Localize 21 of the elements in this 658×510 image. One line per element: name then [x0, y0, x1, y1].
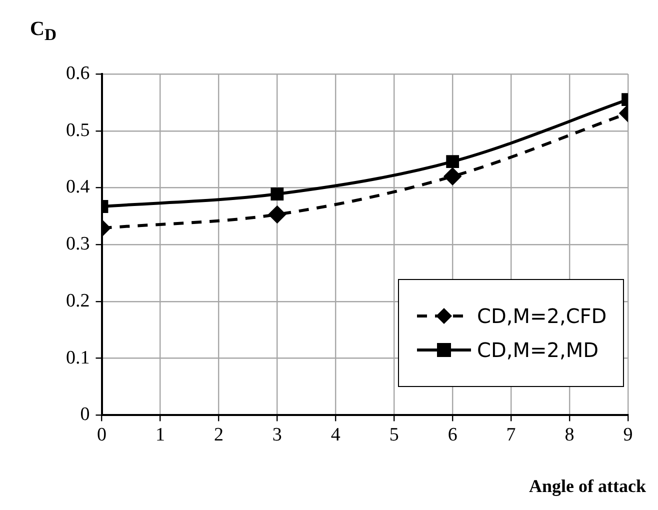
y-axis-title: C$_{D}$	[30, 18, 56, 45]
y-tick-label: 0.2	[66, 290, 90, 312]
y-tick-label: 0.6	[66, 62, 90, 84]
y-tick-label: 0.1	[66, 347, 90, 368]
x-tick-label: 7	[506, 424, 516, 446]
x-tick-label: 4	[330, 424, 341, 446]
legend-label: CD,M=2,MD	[477, 338, 598, 362]
y-tick-label: 0.5	[66, 120, 90, 141]
y-tick-label: 0.4	[66, 176, 90, 198]
x-tick-label: 3	[272, 424, 282, 446]
legend-label: CD,M=2,CFD	[477, 304, 607, 328]
x-tick-label: 6	[448, 424, 458, 446]
y-tick-label: 0	[80, 404, 90, 426]
x-tick-label: 2	[214, 424, 224, 446]
y-tick-label: 0.3	[66, 234, 90, 255]
x-axis-title: Angle of attack	[529, 476, 646, 497]
x-tick-label: 9	[623, 424, 633, 446]
x-tick-label: 8	[564, 424, 574, 446]
x-tick-label: 5	[389, 424, 399, 446]
x-tick-label: 0	[97, 424, 106, 446]
x-tick-label: 1	[155, 424, 165, 446]
